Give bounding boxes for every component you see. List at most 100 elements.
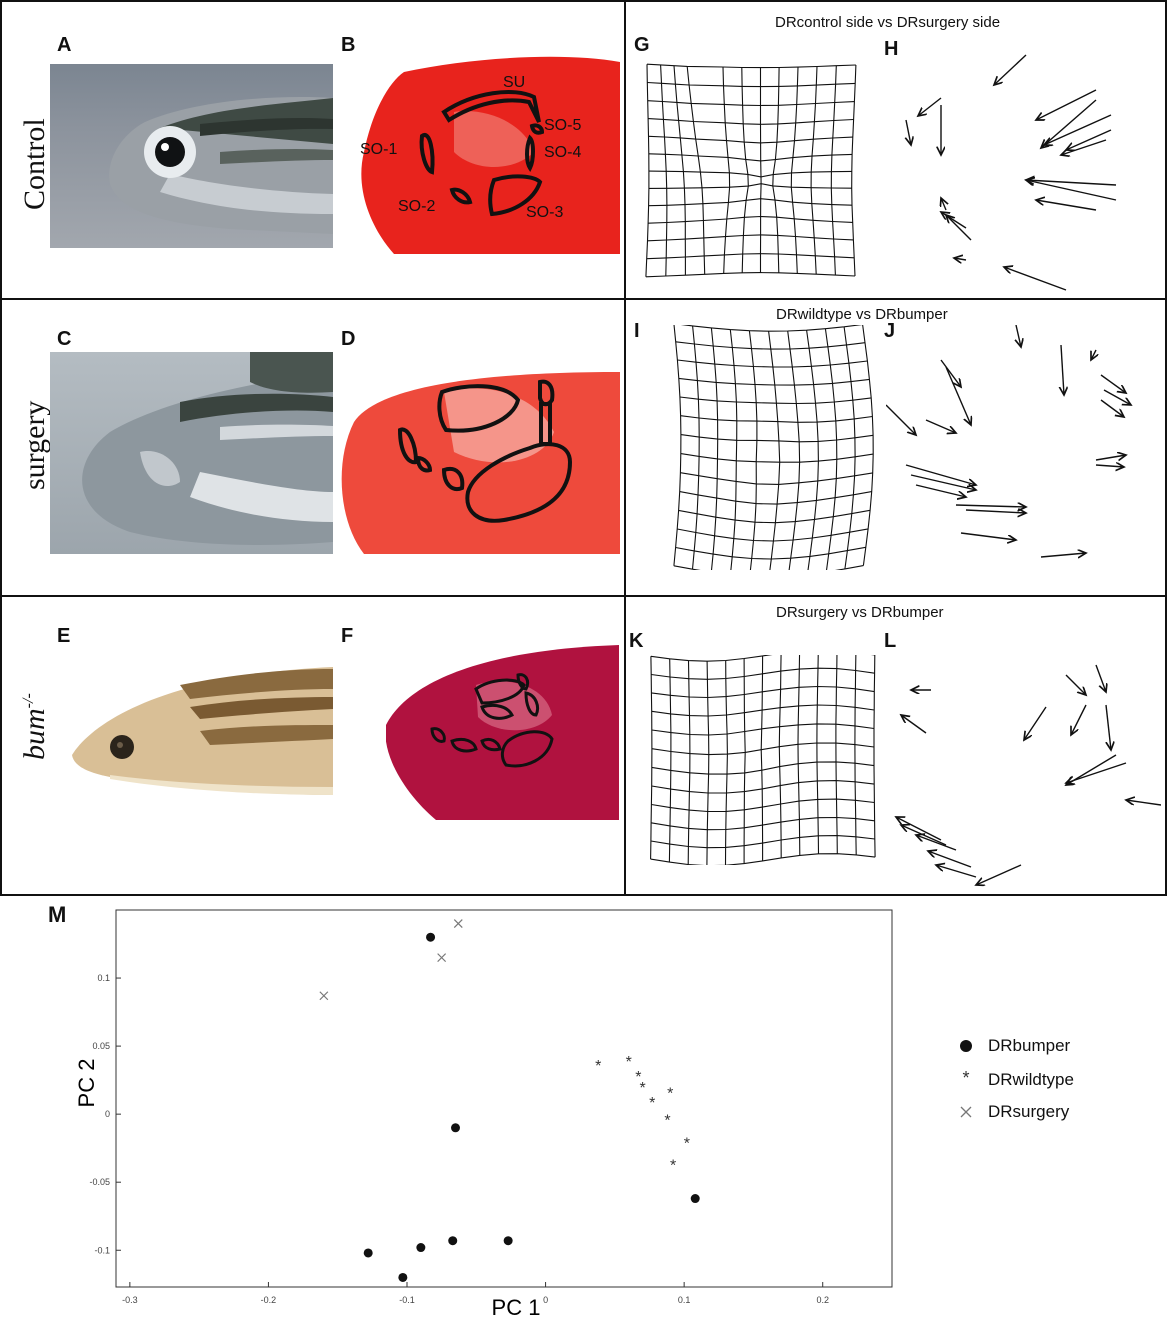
grid-line-row: [679, 491, 872, 505]
displacement-vector: [1036, 200, 1097, 211]
comparison-title-gh: DRcontrol side vs DRsurgery side: [775, 14, 1001, 31]
grid-line-row: [678, 509, 871, 524]
grid-line-col: [650, 656, 653, 860]
grid-line-row: [648, 135, 853, 144]
grid-line-col: [824, 328, 838, 570]
displacement-vector: [936, 865, 977, 878]
displacement-vector: [1044, 114, 1112, 145]
deformation-grid-k: [650, 655, 876, 865]
displacement-vector: [1066, 762, 1127, 783]
surgery-fish-drawing: [82, 352, 333, 545]
legend-marker-wildtype: *: [962, 1070, 969, 1086]
grid-line-row: [647, 100, 855, 107]
bone-label-su: SU: [503, 74, 526, 91]
vector-field-l: [886, 664, 1161, 890]
grid-line-row: [648, 198, 853, 207]
kl-frame: [624, 595, 1167, 896]
grid-line-col: [710, 327, 719, 570]
grid-line-col: [778, 655, 782, 858]
y-tick-label: 0: [105, 1109, 110, 1119]
deformation-grid-g: [645, 63, 857, 278]
grid-line-col: [835, 655, 838, 854]
panel-label-c: C: [57, 328, 72, 350]
grid-line-col: [862, 325, 874, 566]
displacement-vector: [1095, 664, 1106, 692]
grid-line-col: [660, 64, 668, 277]
grid-line-row: [648, 215, 853, 224]
displacement-vector: [1103, 389, 1131, 405]
grid-line-row: [645, 272, 856, 278]
grid-line-row: [648, 183, 852, 189]
grid-line-col: [687, 660, 691, 865]
point-drbumper: [426, 932, 436, 942]
deformation-grid-i: [673, 325, 874, 570]
displacement-vector: [916, 835, 957, 851]
y-tick-label: -0.05: [89, 1177, 110, 1187]
svg-text:*: *: [962, 1070, 969, 1086]
bone-label-so4: SO-4: [544, 144, 582, 161]
grid-line-row: [651, 742, 875, 756]
panel-label-a: A: [57, 34, 72, 56]
grid-line-row: [646, 63, 856, 69]
displacement-vector: [925, 419, 956, 433]
x-tick-label: -0.2: [261, 1295, 277, 1305]
grid-line-col: [772, 67, 780, 273]
grid-line-row: [651, 780, 875, 794]
point-drwildtype: *: [684, 1136, 690, 1153]
displacement-vector: [1100, 399, 1124, 417]
displacement-vector: [1071, 704, 1087, 735]
displacement-vector: [915, 484, 966, 497]
displacement-vector: [1106, 704, 1111, 750]
grid-line-col: [768, 331, 781, 570]
x-tick-label: 0: [543, 1295, 548, 1305]
displacement-vector: [1026, 180, 1117, 186]
control-skeleton-stain: [334, 52, 620, 254]
grid-line-col: [686, 66, 706, 275]
grid-line-row: [647, 81, 856, 88]
panel-label-k: K: [629, 630, 644, 652]
displacement-vector: [1016, 325, 1021, 347]
grid-line-col: [810, 66, 818, 275]
grid-line-col: [706, 661, 710, 865]
bumper-circumorbital-outlines: [386, 645, 619, 820]
grid-line-col: [729, 329, 738, 570]
comparison-title-kl: DRsurgery vs DRbumper: [776, 604, 944, 621]
point-drbumper: [448, 1236, 458, 1246]
displacement-vector: [1004, 267, 1067, 291]
grid-line-col: [722, 66, 731, 274]
grid-line-col: [691, 325, 700, 570]
row-label-bumper: bum-/-: [18, 693, 51, 760]
bone-label-so5: SO-5: [544, 117, 582, 134]
panel-label-g: G: [634, 34, 650, 56]
displacement-vector: [1095, 455, 1126, 460]
grid-line-row: [651, 704, 875, 717]
displacement-vector: [946, 215, 972, 241]
grid-line-col: [797, 655, 801, 856]
x-tick-label: -0.1: [399, 1295, 415, 1305]
grid-line-col: [806, 330, 819, 570]
displacement-vector: [901, 825, 947, 846]
displacement-vector: [1091, 349, 1096, 360]
displacement-vector: [1036, 89, 1097, 120]
x-tick-label: -0.3: [122, 1295, 138, 1305]
x-tick-label: 0.2: [816, 1295, 829, 1305]
grid-line-col: [724, 660, 728, 865]
bone-label-so3: SO-3: [526, 204, 564, 221]
grid-line-row: [650, 655, 875, 662]
displacement-vector: [906, 119, 911, 145]
displacement-vector: [1100, 374, 1126, 393]
displacement-vector: [905, 464, 976, 485]
grid-line-row: [677, 528, 869, 542]
point-drbumper: [451, 1123, 460, 1133]
grid-line-col: [790, 67, 799, 274]
legend-marker-bumper: [960, 1040, 972, 1052]
displacement-vector: [940, 359, 961, 387]
displacement-vector: [941, 212, 967, 229]
grid-line-row: [673, 565, 864, 570]
legend-item-surgery: DRsurgery: [988, 1102, 1070, 1121]
point-drsurgery: [319, 991, 329, 1001]
point-drbumper: [416, 1243, 426, 1253]
y-tick-label: -0.1: [94, 1245, 110, 1255]
point-drbumper: [690, 1194, 700, 1204]
grid-line-col: [787, 330, 801, 570]
